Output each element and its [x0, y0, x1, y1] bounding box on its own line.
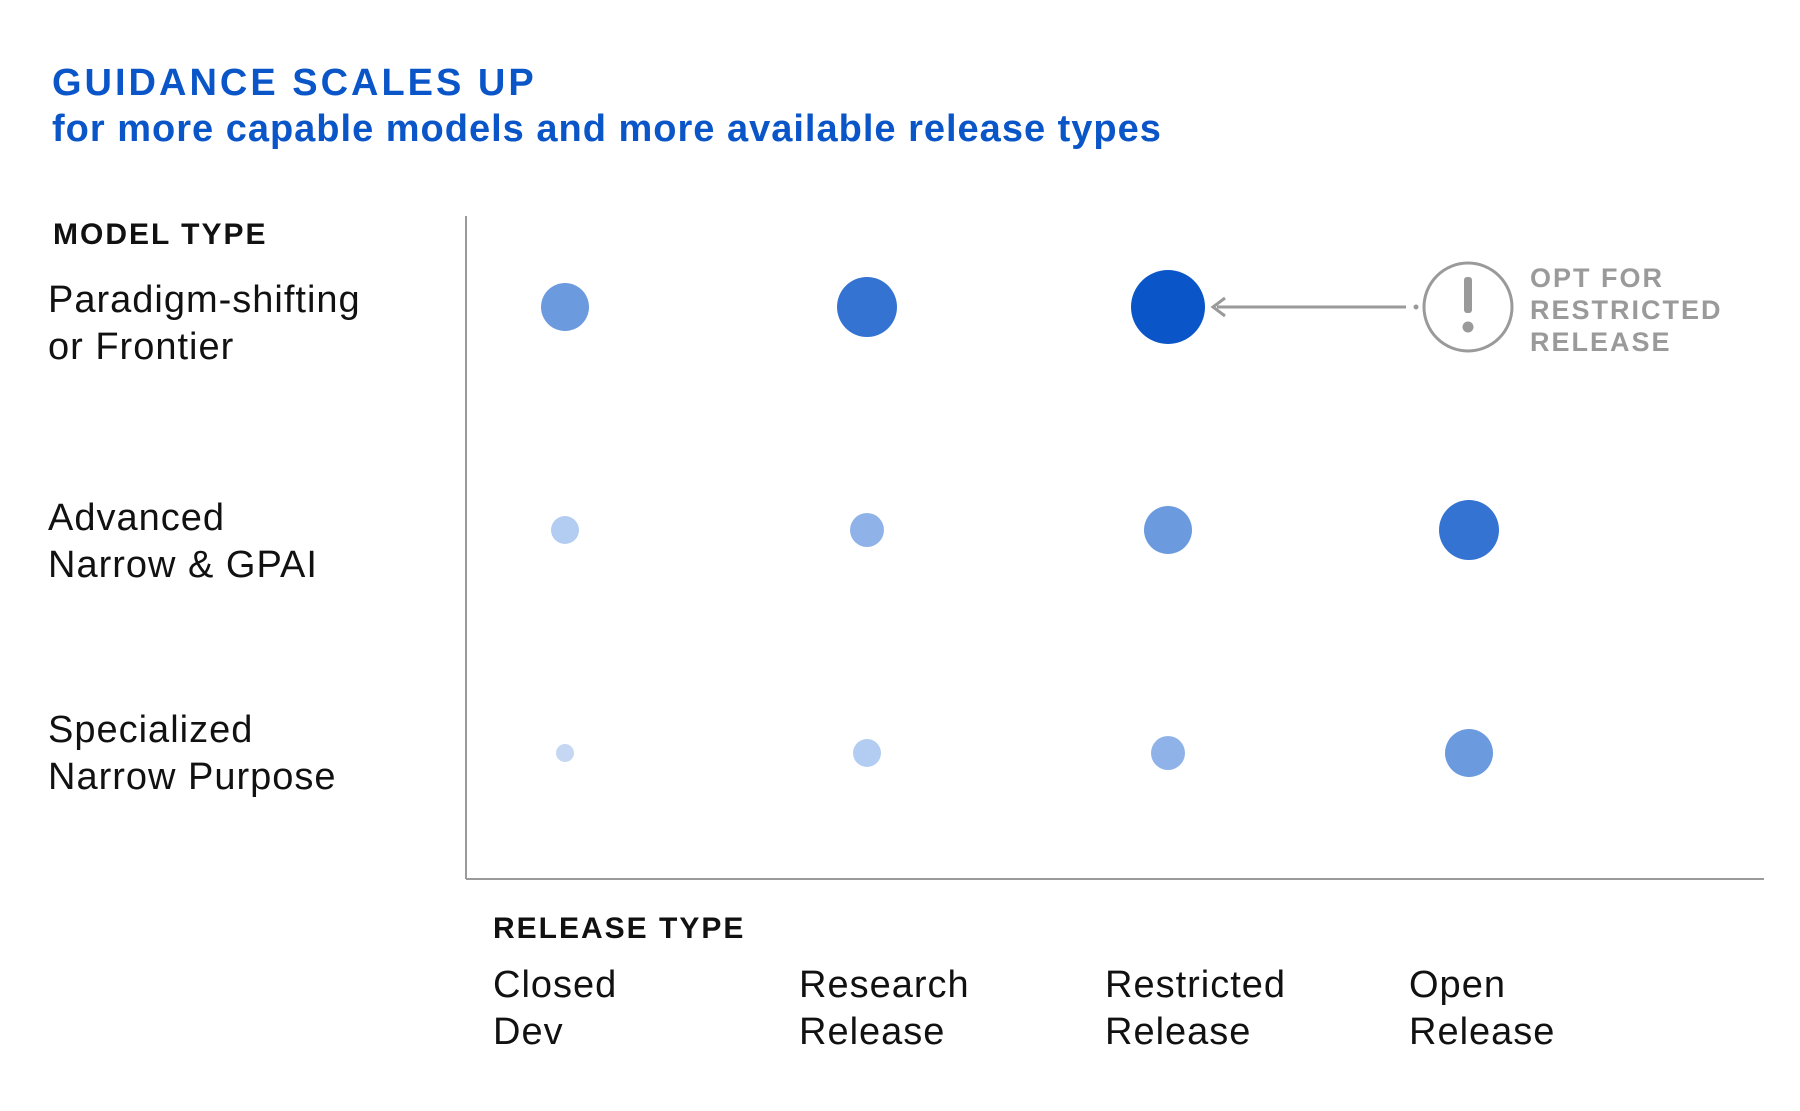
exclamation-circle-icon [1422, 261, 1514, 353]
callout-text-line: RELEASE [1530, 327, 1672, 357]
bubble-r2-c1 [853, 739, 881, 767]
bubble-r1-c3 [1439, 500, 1499, 560]
callout-group [1210, 261, 1514, 353]
exclamation-bar [1464, 277, 1472, 313]
column-label-research-release: Research Release [799, 962, 1059, 1056]
callout-arrow-dot [1413, 304, 1419, 310]
callout-arrow-head [1210, 296, 1226, 318]
callout-text: OPT FOR RESTRICTED RELEASE [1530, 262, 1770, 358]
exclamation-dot [1462, 321, 1474, 333]
row-label-line: Specialized [48, 709, 254, 751]
row-label-line: Narrow Purpose [48, 756, 337, 798]
row-label-frontier: Paradigm-shifting or Frontier [48, 277, 448, 371]
column-label-line: Dev [493, 1011, 564, 1053]
bubble-r0-c0 [541, 283, 589, 331]
bubble-group [541, 270, 1499, 777]
column-label-line: Research [799, 964, 970, 1006]
column-label-line: Release [799, 1011, 946, 1053]
row-label-specialized: Specialized Narrow Purpose [48, 707, 448, 801]
column-label-line: Release [1105, 1011, 1252, 1053]
bubble-r2-c3 [1445, 729, 1493, 777]
callout-text-line: OPT FOR [1530, 263, 1664, 293]
bubble-r1-c2 [1144, 506, 1192, 554]
row-label-line: or Frontier [48, 326, 235, 368]
row-label-line: Paradigm-shifting [48, 279, 361, 321]
column-label-line: Restricted [1105, 964, 1287, 1006]
column-label-open-release: Open Release [1409, 962, 1669, 1056]
x-axis-title: RELEASE TYPE [493, 912, 746, 945]
column-label-line: Closed [493, 964, 618, 1006]
chart-subtitle: for more capable models and more availab… [52, 108, 1162, 150]
bubble-r1-c1 [850, 513, 884, 547]
bubble-r2-c0 [556, 744, 574, 762]
row-label-advanced: Advanced Narrow & GPAI [48, 495, 448, 589]
column-label-line: Open [1409, 964, 1506, 1006]
column-label-line: Release [1409, 1011, 1556, 1053]
row-label-line: Advanced [48, 497, 226, 539]
bubble-r2-c2 [1151, 736, 1185, 770]
column-label-restricted-release: Restricted Release [1105, 962, 1365, 1056]
row-label-line: Narrow & GPAI [48, 544, 318, 586]
y-axis-title: MODEL TYPE [53, 218, 268, 251]
bubble-r0-c2 [1131, 270, 1205, 344]
bubble-r0-c1 [837, 277, 897, 337]
bubble-r1-c0 [551, 516, 579, 544]
chart-title: GUIDANCE SCALES UP [52, 62, 537, 104]
callout-text-line: RESTRICTED [1530, 295, 1723, 325]
column-label-closed-dev: Closed Dev [493, 962, 753, 1056]
